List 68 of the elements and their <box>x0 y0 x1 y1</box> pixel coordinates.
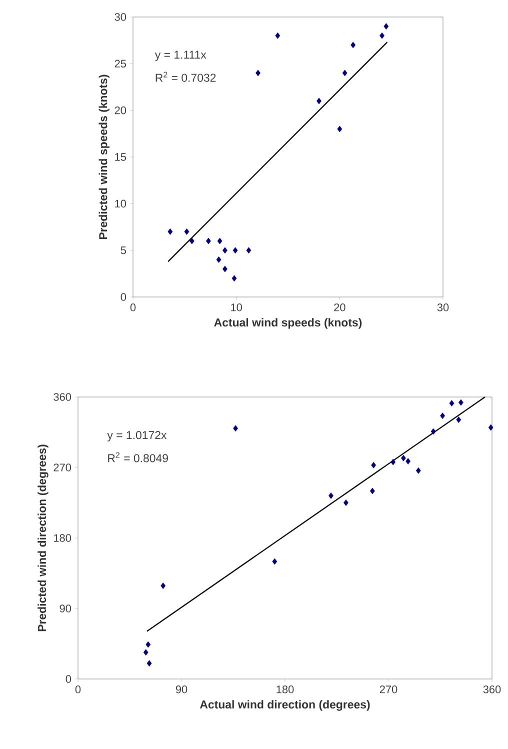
point <box>406 458 410 464</box>
x-axis-title: Actual wind speeds (knots) <box>214 318 362 329</box>
point <box>146 660 152 667</box>
x-tick-label: 30 <box>437 304 449 312</box>
y-tick-label: 360 <box>54 393 72 401</box>
annotation: y = 1.111x <box>154 50 206 62</box>
y-tick-label: 0 <box>120 293 126 301</box>
point <box>328 492 334 499</box>
point <box>232 247 238 254</box>
point <box>146 641 151 648</box>
point <box>246 247 252 254</box>
point <box>206 238 211 244</box>
point <box>440 412 445 419</box>
x-tick-label: 0 <box>130 304 136 312</box>
y-axis-title: Predicted wind speeds (knots) <box>98 74 110 239</box>
point <box>380 32 384 39</box>
annotation: R$^{2}$ = 0.7032 <box>156 72 216 82</box>
y-axis-title: Predicted wind direction (degrees) <box>38 444 48 632</box>
x-tick-label: 0 <box>75 686 81 694</box>
point <box>316 98 322 104</box>
annotation: R$^{2}$ = 0.8049 <box>108 452 168 462</box>
y-tick-label: 30 <box>114 13 126 21</box>
point <box>216 256 222 263</box>
x-tick-label: 10 <box>231 304 242 312</box>
point <box>272 558 278 565</box>
point <box>275 32 280 39</box>
x-tick-label: 360 <box>483 686 501 694</box>
y-tick-label: 20 <box>114 106 126 114</box>
x-tick-label: 90 <box>176 686 188 694</box>
y-tick-label: 25 <box>114 60 126 68</box>
y-tick-label: 15 <box>115 153 126 161</box>
x-tick-label: 20 <box>334 304 346 312</box>
point <box>168 228 173 235</box>
point <box>217 238 222 244</box>
point <box>350 42 356 48</box>
point <box>449 400 454 406</box>
point <box>233 425 238 432</box>
y-tick-label: 10 <box>115 200 126 208</box>
point <box>488 424 494 431</box>
point <box>371 462 376 468</box>
x-tick-label: 180 <box>276 686 294 694</box>
point <box>344 500 348 506</box>
point <box>222 247 228 254</box>
y-tick-label: 270 <box>54 464 72 472</box>
point <box>256 70 260 76</box>
point <box>430 428 436 435</box>
point <box>384 23 389 30</box>
x-tick-label: 270 <box>380 686 398 694</box>
point <box>184 228 190 235</box>
point <box>370 488 375 494</box>
y-tick-label: 0 <box>66 675 72 683</box>
point <box>390 458 396 466</box>
y-tick-label: 90 <box>60 604 72 612</box>
point <box>189 238 194 244</box>
point <box>337 126 342 132</box>
point <box>456 416 462 423</box>
point <box>232 275 237 282</box>
y-tick-label: 5 <box>120 246 126 254</box>
point <box>342 70 348 76</box>
point <box>458 399 464 406</box>
y-tick-label: 180 <box>54 534 72 542</box>
x-axis-title: Actual wind direction (degrees) <box>200 700 370 711</box>
annotation: y = 1.0172x <box>107 431 167 442</box>
point <box>143 649 148 656</box>
point <box>160 582 166 589</box>
point <box>401 454 406 462</box>
point <box>416 467 421 474</box>
point <box>222 266 228 272</box>
